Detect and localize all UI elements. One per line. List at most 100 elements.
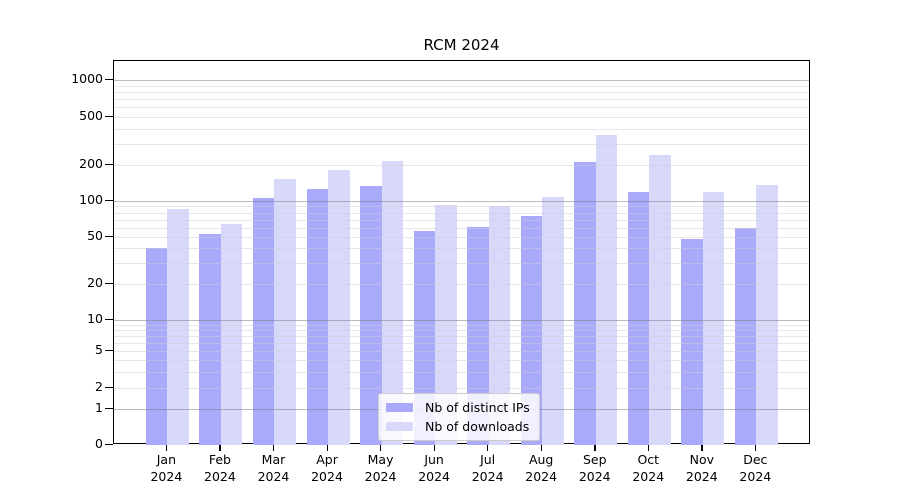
minor-gridline bbox=[114, 329, 809, 331]
y-tick bbox=[105, 318, 113, 320]
bar-distinct-ips-nov bbox=[681, 239, 703, 445]
y-tick-label: 1000 bbox=[71, 71, 103, 86]
major-gridline bbox=[114, 201, 809, 202]
y-tick bbox=[105, 163, 113, 165]
bar-distinct-ips-mar bbox=[252, 198, 275, 445]
bar-distinct-ips-jan bbox=[145, 248, 168, 445]
y-tick bbox=[105, 115, 113, 117]
minor-gridline bbox=[114, 351, 809, 352]
bar-distinct-ips-apr bbox=[306, 188, 329, 445]
major-gridline bbox=[114, 80, 809, 81]
y-tick-label: 5 bbox=[95, 342, 103, 357]
bar-downloads-oct bbox=[649, 155, 671, 445]
bar-distinct-ips-feb bbox=[199, 233, 221, 445]
minor-gridline bbox=[114, 85, 809, 87]
minor-gridline bbox=[114, 388, 809, 389]
x-tick bbox=[219, 444, 221, 451]
minor-gridline bbox=[114, 212, 809, 214]
y-tick-label: 200 bbox=[79, 156, 103, 171]
x-tick bbox=[647, 444, 650, 451]
minor-gridline bbox=[114, 165, 809, 166]
x-tick-label-nov: Nov 2024 bbox=[685, 452, 718, 484]
chart-title: RCM 2024 bbox=[423, 36, 500, 54]
bar-downloads-jan bbox=[167, 209, 189, 445]
x-tick-label-apr: Apr 2024 bbox=[311, 452, 343, 484]
x-tick-label-jun: Jun 2024 bbox=[418, 452, 450, 484]
legend-swatch-distinct-ips bbox=[386, 403, 413, 412]
x-tick bbox=[701, 444, 703, 451]
x-tick bbox=[540, 444, 542, 451]
x-tick bbox=[433, 444, 435, 451]
minor-gridline bbox=[114, 143, 809, 145]
x-tick-label-feb: Feb 2024 bbox=[204, 452, 236, 484]
minor-gridline bbox=[114, 91, 809, 93]
y-tick bbox=[105, 235, 113, 237]
x-tick-label-aug: Aug 2024 bbox=[525, 452, 558, 484]
minor-gridline bbox=[114, 227, 809, 229]
x-tick bbox=[272, 444, 275, 451]
legend-item-downloads: Nb of downloads bbox=[386, 419, 530, 434]
x-tick bbox=[754, 444, 757, 451]
y-tick bbox=[105, 199, 113, 201]
major-gridline bbox=[114, 320, 809, 321]
x-tick-label-dec: Dec 2024 bbox=[739, 452, 772, 484]
x-tick bbox=[165, 444, 168, 451]
y-tick-label: 50 bbox=[87, 228, 103, 243]
plot-area: Nb of distinct IPs Nb of downloads bbox=[113, 60, 810, 445]
x-tick bbox=[487, 444, 489, 451]
minor-gridline bbox=[114, 342, 809, 344]
x-tick-label-may: May 2024 bbox=[364, 452, 397, 484]
y-tick bbox=[105, 443, 113, 445]
minor-gridline bbox=[114, 284, 809, 285]
y-tick-label: 500 bbox=[79, 108, 103, 123]
legend-label-distinct-ips: Nb of distinct IPs bbox=[425, 400, 530, 415]
minor-gridline bbox=[114, 219, 809, 221]
y-tick bbox=[105, 407, 113, 409]
x-tick bbox=[326, 444, 328, 451]
minor-gridline bbox=[114, 107, 809, 109]
bar-distinct-ips-sep bbox=[574, 161, 596, 445]
y-tick-label: 100 bbox=[79, 192, 103, 207]
legend-item-distinct-ips: Nb of distinct IPs bbox=[386, 400, 530, 415]
y-tick-label: 1 bbox=[95, 400, 103, 415]
minor-gridline bbox=[114, 248, 809, 250]
y-tick-label: 2 bbox=[95, 379, 103, 394]
y-tick bbox=[105, 349, 113, 351]
bar-downloads-apr bbox=[328, 170, 350, 445]
x-tick bbox=[380, 444, 382, 451]
x-tick-label-oct: Oct 2024 bbox=[632, 452, 665, 484]
minor-gridline bbox=[114, 117, 809, 118]
y-tick bbox=[105, 386, 113, 388]
bar-downloads-sep bbox=[595, 134, 618, 445]
bar-downloads-feb bbox=[220, 224, 243, 445]
y-tick bbox=[105, 282, 113, 284]
bar-distinct-ips-jul bbox=[467, 226, 489, 445]
y-tick bbox=[105, 78, 113, 80]
minor-gridline bbox=[114, 335, 809, 337]
x-tick-label-jul: Jul 2024 bbox=[471, 452, 504, 484]
x-tick-label-sep: Sep 2024 bbox=[578, 452, 611, 484]
minor-gridline bbox=[114, 128, 809, 130]
y-tick-label: 10 bbox=[87, 311, 103, 326]
x-tick-label-jan: Jan 2024 bbox=[150, 452, 183, 484]
minor-gridline bbox=[114, 237, 809, 238]
bar-downloads-dec bbox=[756, 185, 778, 445]
legend-swatch-downloads bbox=[386, 422, 413, 431]
legend: Nb of distinct IPs Nb of downloads bbox=[378, 393, 540, 441]
y-tick-label: 0 bbox=[95, 436, 103, 451]
minor-gridline bbox=[114, 99, 809, 101]
minor-gridline bbox=[114, 206, 809, 208]
minor-gridline bbox=[114, 360, 809, 361]
bar-distinct-ips-oct bbox=[627, 192, 650, 445]
minor-gridline bbox=[114, 263, 809, 265]
x-tick bbox=[594, 444, 596, 451]
bar-downloads-mar bbox=[274, 179, 296, 445]
bar-downloads-may bbox=[381, 161, 404, 445]
x-tick-label-mar: Mar 2024 bbox=[257, 452, 290, 484]
bar-downloads-nov bbox=[702, 191, 725, 445]
y-tick-label: 20 bbox=[87, 275, 103, 290]
legend-label-downloads: Nb of downloads bbox=[425, 419, 530, 434]
bar-downloads-jul bbox=[488, 206, 511, 445]
minor-gridline bbox=[114, 324, 809, 326]
